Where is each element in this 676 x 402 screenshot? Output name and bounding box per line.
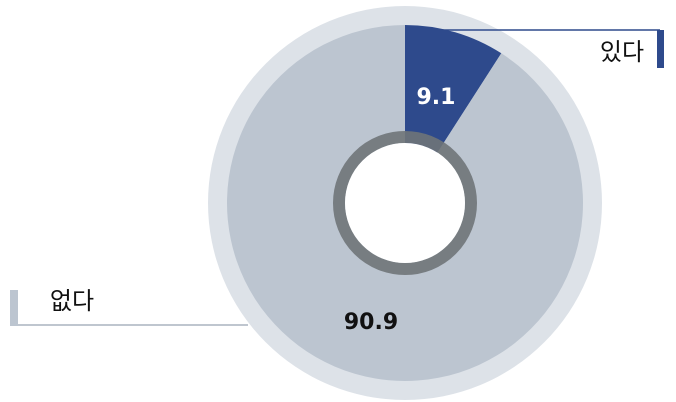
legend-label: 있다	[600, 38, 644, 66]
inner-ring	[333, 131, 477, 275]
data-label: 9.1	[417, 85, 456, 110]
legend-label: 없다	[50, 287, 94, 315]
hole	[345, 143, 465, 263]
legend-bar	[10, 290, 18, 326]
data-label: 90.9	[344, 310, 398, 335]
legend-bar	[657, 30, 664, 68]
